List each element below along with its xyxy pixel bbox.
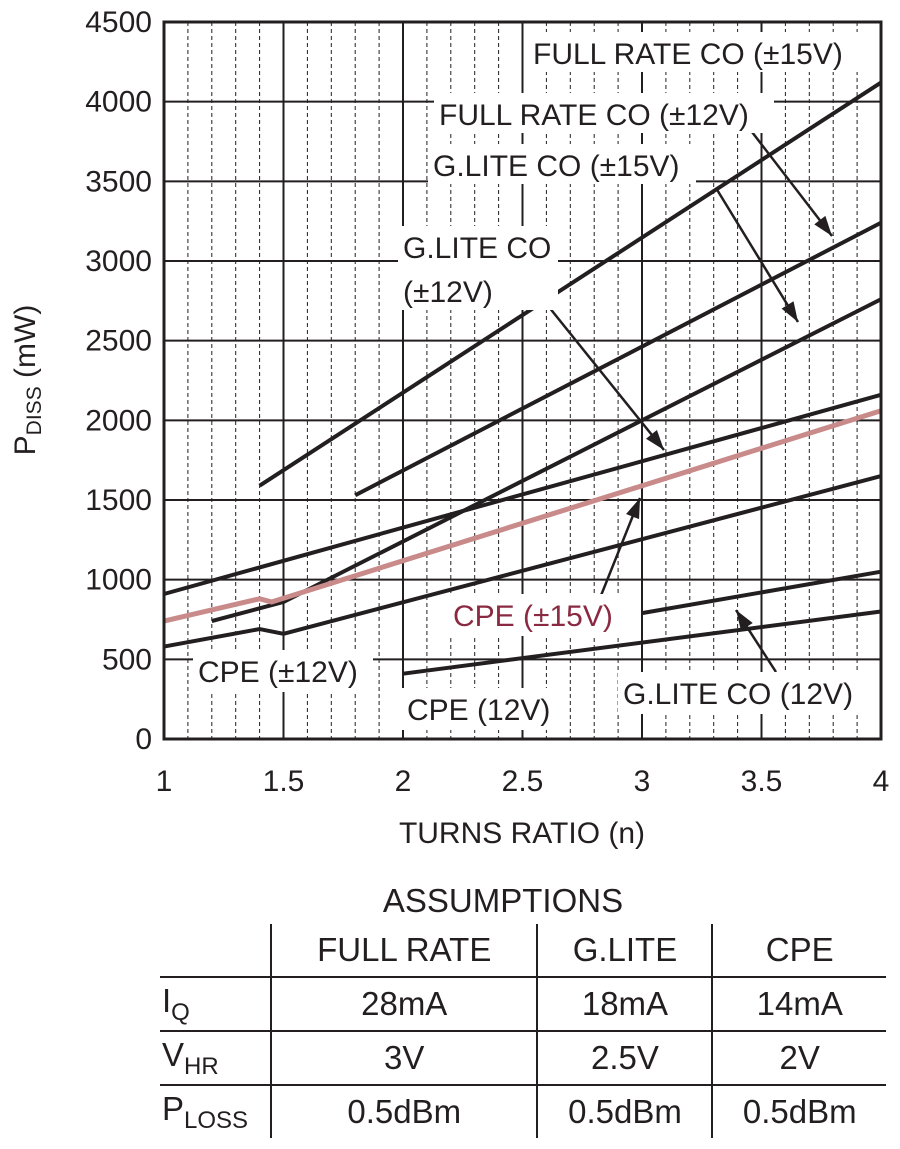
y-tick-label: 1000 bbox=[85, 564, 152, 597]
x-axis-label: TURNS RATIO (n) bbox=[399, 817, 645, 850]
series-line-cpe-15v bbox=[163, 408, 882, 624]
table-row: PLOSS 0.5dBm 0.5dBm 0.5dBm bbox=[160, 1085, 886, 1138]
table-row: VHR 3V 2.5V 2V bbox=[160, 1031, 886, 1086]
label-full-rate-co-15v: FULL RATE CO (±15V) bbox=[533, 38, 843, 71]
column-header: FULL RATE bbox=[269, 924, 538, 978]
x-tick-label: 3 bbox=[634, 765, 651, 798]
y-tick-label: 1500 bbox=[85, 484, 152, 517]
assumptions-table: FULL RATE G.LITE CPE IQ 28mA 18mA 14mA V… bbox=[160, 924, 886, 1138]
assumptions-section: ASSUMPTIONS FULL RATE G.LITE CPE IQ 28mA… bbox=[160, 878, 886, 1138]
table-cell: 0.5dBm bbox=[536, 1085, 713, 1138]
label-g-lite-co-12v-line1: G.LITE CO bbox=[403, 232, 551, 265]
series-line-g-lite-co-15v bbox=[163, 392, 882, 596]
column-header: CPE bbox=[711, 924, 886, 978]
series-labels: FULL RATE CO (±15V) FULL RATE CO (±12V) … bbox=[193, 32, 874, 730]
y-tick-label: 500 bbox=[102, 643, 152, 676]
table-cell: 18mA bbox=[536, 977, 713, 1032]
label-g-lite-co-15v: G.LITE CO (±15V) bbox=[433, 150, 680, 183]
label-arrow-line bbox=[714, 187, 800, 323]
table-cell: 14mA bbox=[711, 977, 886, 1032]
label-arrow-line bbox=[751, 131, 833, 237]
table-cell: 3V bbox=[269, 1031, 538, 1086]
series-line-cpe-12v bbox=[163, 474, 882, 649]
table-cell: 0.5dBm bbox=[711, 1085, 886, 1138]
series-line-g-lite-co-12v bbox=[641, 569, 882, 616]
x-tick-label: 3.5 bbox=[741, 765, 783, 798]
y-tick-label: 0 bbox=[135, 723, 152, 756]
x-tick-label: 4 bbox=[873, 765, 890, 798]
x-tick-label: 1 bbox=[156, 765, 173, 798]
x-tick-labels: 1 1.5 2 2.5 3 3.5 4 bbox=[156, 765, 890, 798]
y-tick-label: 2500 bbox=[85, 325, 152, 358]
label-cpe-12v-dual: CPE (±12V) bbox=[198, 656, 358, 689]
table-cell: 0.5dBm bbox=[269, 1085, 538, 1138]
assumptions-title: ASSUMPTIONS bbox=[382, 882, 624, 919]
series-line-full-rate-co-15v bbox=[258, 80, 883, 488]
y-tick-label: 3000 bbox=[85, 245, 152, 278]
label-cpe-12v: CPE (12V) bbox=[407, 694, 550, 727]
column-header: G.LITE bbox=[536, 924, 713, 978]
row-label: IQ bbox=[160, 977, 271, 1032]
table-row: IQ 28mA 18mA 14mA bbox=[160, 977, 886, 1032]
row-label: VHR bbox=[160, 1031, 271, 1086]
y-axis-label: PDISS (mW) bbox=[9, 305, 46, 456]
power-dissipation-chart: 0 500 1000 1500 2000 2500 3000 3500 4000 4500 1 1.… bbox=[9, 6, 890, 850]
y-tick-label: 4000 bbox=[85, 86, 152, 119]
series-line-g-lite-co-12v bbox=[211, 297, 882, 624]
row-label: PLOSS bbox=[162, 1089, 249, 1134]
y-tick-label: 4500 bbox=[85, 6, 152, 39]
table-cell: 2V bbox=[711, 1031, 886, 1086]
y-tick-label: 3500 bbox=[85, 165, 152, 198]
y-tick-label: 2000 bbox=[85, 404, 152, 437]
y-tick-labels: 0 500 1000 1500 2000 2500 3000 3500 4000 4500 bbox=[85, 6, 152, 756]
label-arrow-head bbox=[814, 215, 832, 236]
x-tick-label: 1.5 bbox=[263, 765, 305, 798]
label-g-lite-co-12v-single: G.LITE CO (12V) bbox=[623, 678, 853, 711]
x-tick-label: 2.5 bbox=[502, 765, 544, 798]
label-arrow-head bbox=[646, 430, 664, 450]
label-cpe-15v: CPE (±15V) bbox=[453, 600, 613, 633]
plot-frame bbox=[162, 20, 883, 741]
series-line-cpe-12v bbox=[402, 609, 882, 676]
label-arrow-head bbox=[781, 301, 798, 322]
table-cell: 28mA bbox=[269, 977, 538, 1032]
assumptions-header-row: FULL RATE G.LITE CPE bbox=[160, 924, 886, 978]
x-tick-label: 2 bbox=[395, 765, 412, 798]
series-lines bbox=[163, 80, 883, 676]
table-cell: 2.5V bbox=[536, 1031, 713, 1086]
label-arrow-head bbox=[736, 610, 753, 631]
label-arrow-head bbox=[626, 498, 640, 520]
label-full-rate-co-12v: FULL RATE CO (±12V) bbox=[439, 99, 749, 132]
label-g-lite-co-12v-line2: (±12V) bbox=[403, 276, 493, 309]
series-line-full-rate-co-12v bbox=[354, 220, 882, 497]
